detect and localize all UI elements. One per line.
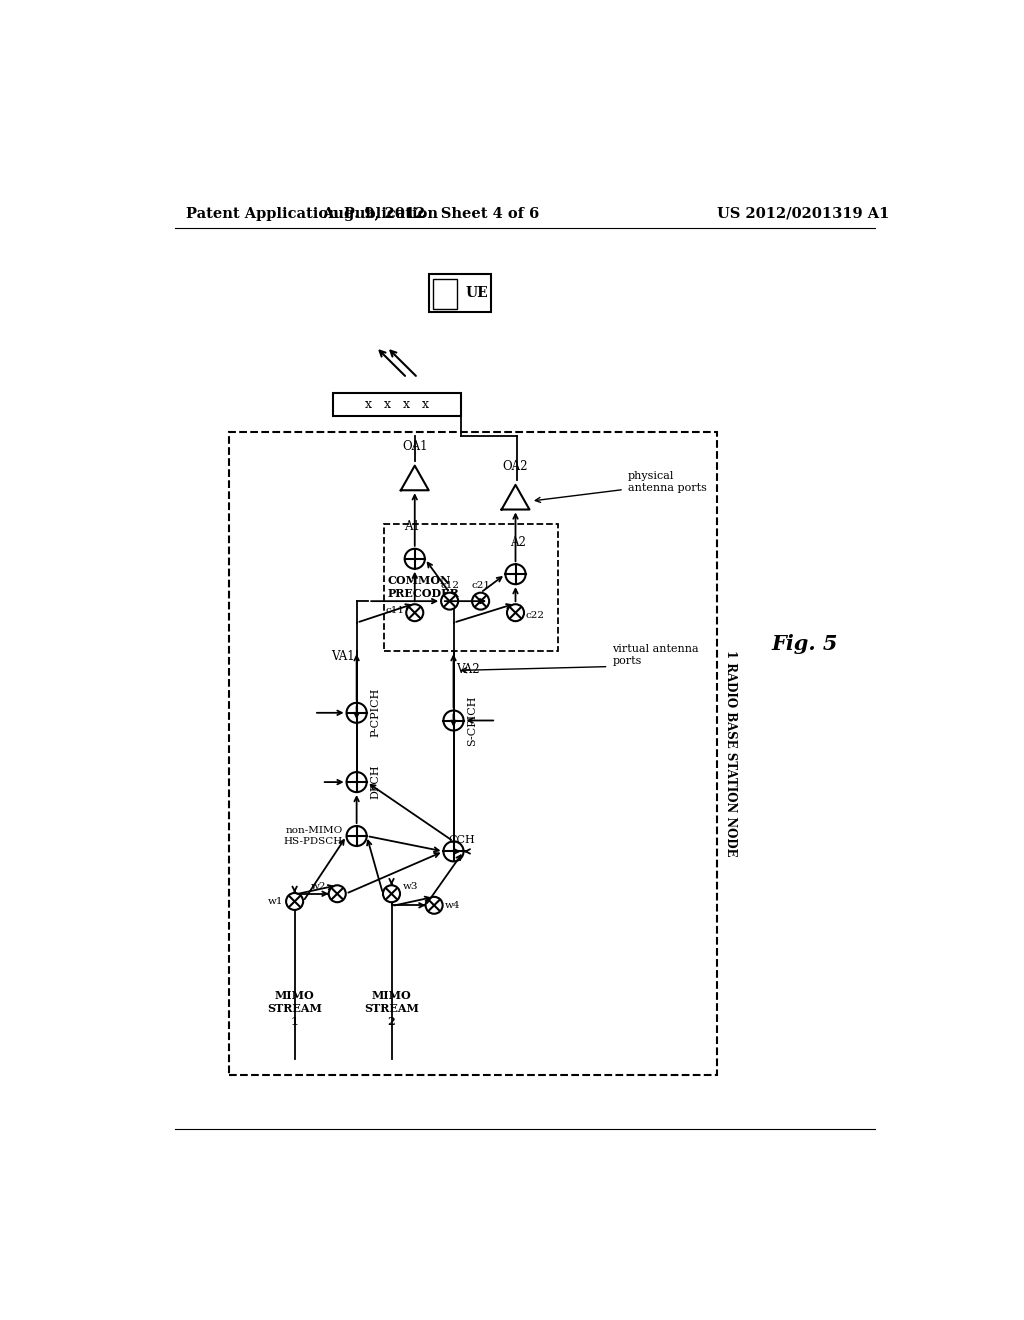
Text: VA2: VA2 [456,663,479,676]
Text: c22: c22 [525,611,545,619]
Circle shape [329,886,346,903]
Text: VA1: VA1 [331,649,354,663]
Text: DPCH: DPCH [371,764,381,800]
Text: w1: w1 [268,898,284,906]
Circle shape [507,605,524,622]
Text: P-CPICH: P-CPICH [371,688,381,738]
Text: A1: A1 [404,520,421,533]
Text: c21: c21 [471,581,490,590]
Text: w2: w2 [311,882,327,891]
Text: w3: w3 [402,882,418,891]
Bar [228,432,717,1074]
Bar [334,393,461,416]
Text: COMMON
PRECODER: COMMON PRECODER [388,576,460,599]
Text: c11: c11 [386,606,404,615]
Text: UE: UE [465,286,488,300]
Text: x   x   x   x: x x x x [366,399,429,412]
Text: c12: c12 [440,581,459,590]
Text: Patent Application Publication: Patent Application Publication [186,207,438,220]
Text: OA2: OA2 [503,459,528,473]
Circle shape [441,593,458,610]
Text: virtual antenna
ports: virtual antenna ports [612,644,699,665]
Bar [429,275,490,313]
Text: physical
antenna ports: physical antenna ports [628,471,707,492]
Text: OA1: OA1 [402,441,427,453]
Text: MIMO
STREAM
1: MIMO STREAM 1 [267,990,323,1027]
Text: MIMO
STREAM
2: MIMO STREAM 2 [365,990,419,1027]
Text: Fig. 5: Fig. 5 [771,634,838,653]
Bar [384,524,558,651]
Text: 1 RADIO BASE STATION NODE: 1 RADIO BASE STATION NODE [724,649,737,857]
Circle shape [472,593,489,610]
Text: A2: A2 [510,536,525,549]
Circle shape [407,605,423,622]
Text: CCH: CCH [449,834,475,845]
Text: Aug. 9, 2012   Sheet 4 of 6: Aug. 9, 2012 Sheet 4 of 6 [322,207,539,220]
Circle shape [383,886,400,903]
Text: non-MIMO
HS-PDSCH: non-MIMO HS-PDSCH [284,826,343,846]
Circle shape [426,896,442,913]
Text: US 2012/0201319 A1: US 2012/0201319 A1 [717,207,890,220]
Text: w4: w4 [445,900,461,909]
Bar [433,280,457,309]
Circle shape [286,892,303,909]
Text: S-CPICH: S-CPICH [467,696,477,746]
